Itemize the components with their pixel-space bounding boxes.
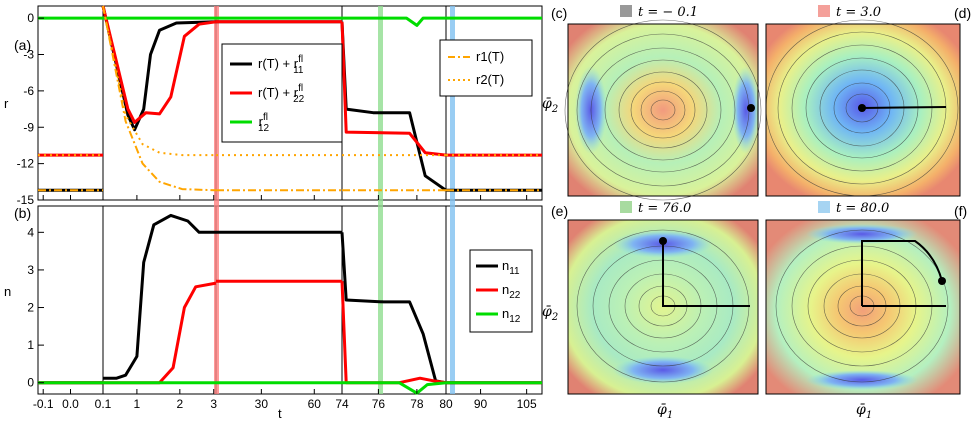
phi2-label-top: φ̄2 <box>542 96 558 115</box>
y-tick-label-a: -6 <box>23 84 34 98</box>
x-tick-label: 80 <box>439 397 453 411</box>
axis-ticks: 0 -3 -6 -9 -12 -15 4 3 2 1 0 -0.1 0.0 0.1 1 2 3 30 60 74 76 7… <box>17 11 537 411</box>
legend-item-n11: n11 <box>502 258 520 277</box>
x-tick-label: 74 <box>335 397 349 411</box>
y-axis-label-n: n <box>4 284 11 299</box>
panel-label-b: (b) <box>14 205 31 221</box>
legend-a-right: r1(T) r2(T) <box>439 39 533 97</box>
y-tick-label-a: 0 <box>27 11 34 25</box>
time-marker-t=76 <box>378 6 383 394</box>
swatch-c <box>620 5 632 17</box>
map-f: t = 80.0 (f) <box>765 201 967 395</box>
x-axis-label-t: t <box>278 406 282 421</box>
map-title-d: t = 3.0 <box>836 5 881 20</box>
panel-label-f: (f) <box>954 203 967 219</box>
legend-item-r11: r(T) + rfl 11 <box>258 54 304 76</box>
x-tick-label: 2 <box>176 397 183 411</box>
y-tick-label-b: 3 <box>27 263 34 277</box>
y-tick-label-a: -12 <box>17 157 35 171</box>
axes-frame-a <box>37 5 543 201</box>
y-axis-label-r: r <box>4 96 9 111</box>
x-tick-label: 60 <box>308 397 322 411</box>
y-tick-label-a: -15 <box>17 193 35 207</box>
x-tick-label: 0.1 <box>95 397 112 411</box>
series-r12fl <box>38 16 542 27</box>
x-tick-label: 1 <box>134 397 141 411</box>
swatch-d <box>818 5 830 17</box>
axes-frame-b <box>37 205 543 395</box>
y-tick-label-b: 1 <box>27 338 34 352</box>
y-tick-label-b: 2 <box>27 301 34 315</box>
legend-item-n22: n22 <box>502 282 521 301</box>
swatch-e <box>620 201 632 213</box>
y-tick-label-b: 4 <box>27 225 34 239</box>
x-tick-label: 78 <box>410 397 424 411</box>
legend-item-n12: n12 <box>502 306 521 325</box>
x-tick-label: 0.0 <box>62 397 79 411</box>
legend-item-r1: r1(T) <box>476 49 504 64</box>
map-title-e: t = 76.0 <box>638 201 691 216</box>
map-title-c: t = − 0.1 <box>638 5 698 20</box>
phi1-label-right: φ̄1 <box>856 402 872 421</box>
time-marker-t=80 <box>450 6 455 394</box>
axes-frames <box>37 5 543 395</box>
map-title-f: t = 80.0 <box>836 201 889 216</box>
panel-label-c: (c) <box>551 5 567 21</box>
y-tick-label-b: 0 <box>27 376 34 390</box>
series-r1-t- <box>38 5 542 192</box>
x-tick-label: 90 <box>474 397 488 411</box>
series-r-t-r22fl <box>38 5 542 157</box>
legend-item-r12: rfl 12 <box>258 112 270 134</box>
phi2-label-bottom: φ̄2 <box>542 304 558 323</box>
series-n11 <box>38 213 542 385</box>
y-tick-label-a: -9 <box>23 120 34 134</box>
x-tick-label: -0.1 <box>33 397 54 411</box>
y-tick-label-a: -3 <box>23 48 34 62</box>
swatch-f <box>818 201 830 213</box>
potential-maps: t = − 0.1 (c) t = 3.0 (d) <box>542 5 971 421</box>
panel-label-d: (d) <box>954 5 971 21</box>
series-n22 <box>38 279 542 385</box>
x-tick-label: 3 <box>210 397 217 411</box>
legend-b: n11 n22 n12 <box>469 249 533 333</box>
legend-item-r22: r(T) + rfl 22 <box>258 83 305 105</box>
map-c: t = − 0.1 (c) <box>551 5 762 201</box>
x-tick-label: 30 <box>255 397 269 411</box>
time-marker-t=3 <box>214 6 219 394</box>
phi1-label-left: φ̄1 <box>657 402 673 421</box>
series-curves <box>38 5 542 395</box>
panel-label-e: (e) <box>551 203 568 219</box>
x-tick-label: 105 <box>517 397 537 411</box>
x-tick-label: 76 <box>372 397 386 411</box>
time-markers <box>214 6 455 394</box>
map-e: t = 76.0 (e) <box>551 201 759 395</box>
panel-label-a: (a) <box>14 37 31 53</box>
legend-a: r(T) + rfl 11 r(T) + rfl 22 rfl 12 <box>221 43 343 143</box>
legend-item-r2: r2(T) <box>476 72 504 87</box>
series-n12 <box>38 381 542 395</box>
map-d: t = 3.0 (d) <box>765 5 971 197</box>
